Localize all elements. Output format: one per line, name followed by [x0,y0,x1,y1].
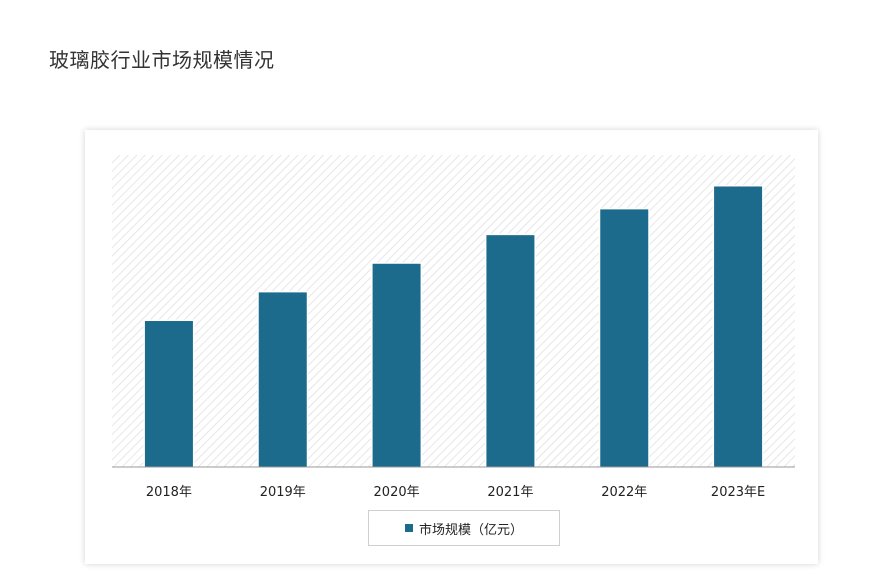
bar-2022年 [600,209,649,467]
chart-card: 2018年 2019年 2020年 2021年 2022年 2023年E 市场规模（亿元） [85,130,818,564]
legend-label: 市场规模（亿元） [418,522,523,538]
bar-2021年 [486,235,535,467]
bar-2020年 [372,263,421,467]
page-title: 玻璃胶行业市场规模情况 [49,48,275,72]
bar-2018年 [144,321,193,467]
bar-2019年 [258,292,307,467]
x-tick-label: 2018年 [146,485,192,500]
plot-area-background [112,155,795,467]
x-tick-label: 2019年 [260,485,306,500]
bar-2023年E [714,186,763,467]
x-tick-label: 2022年 [601,485,647,500]
legend-swatch [404,524,413,532]
bar-chart: 2018年 2019年 2020年 2021年 2022年 2023年E [112,155,795,500]
x-tick-label: 2021年 [487,485,533,500]
x-tick-label: 2020年 [374,485,420,500]
chart-legend: 市场规模（亿元） [368,510,560,546]
x-tick-label: 2023年E [711,485,765,500]
